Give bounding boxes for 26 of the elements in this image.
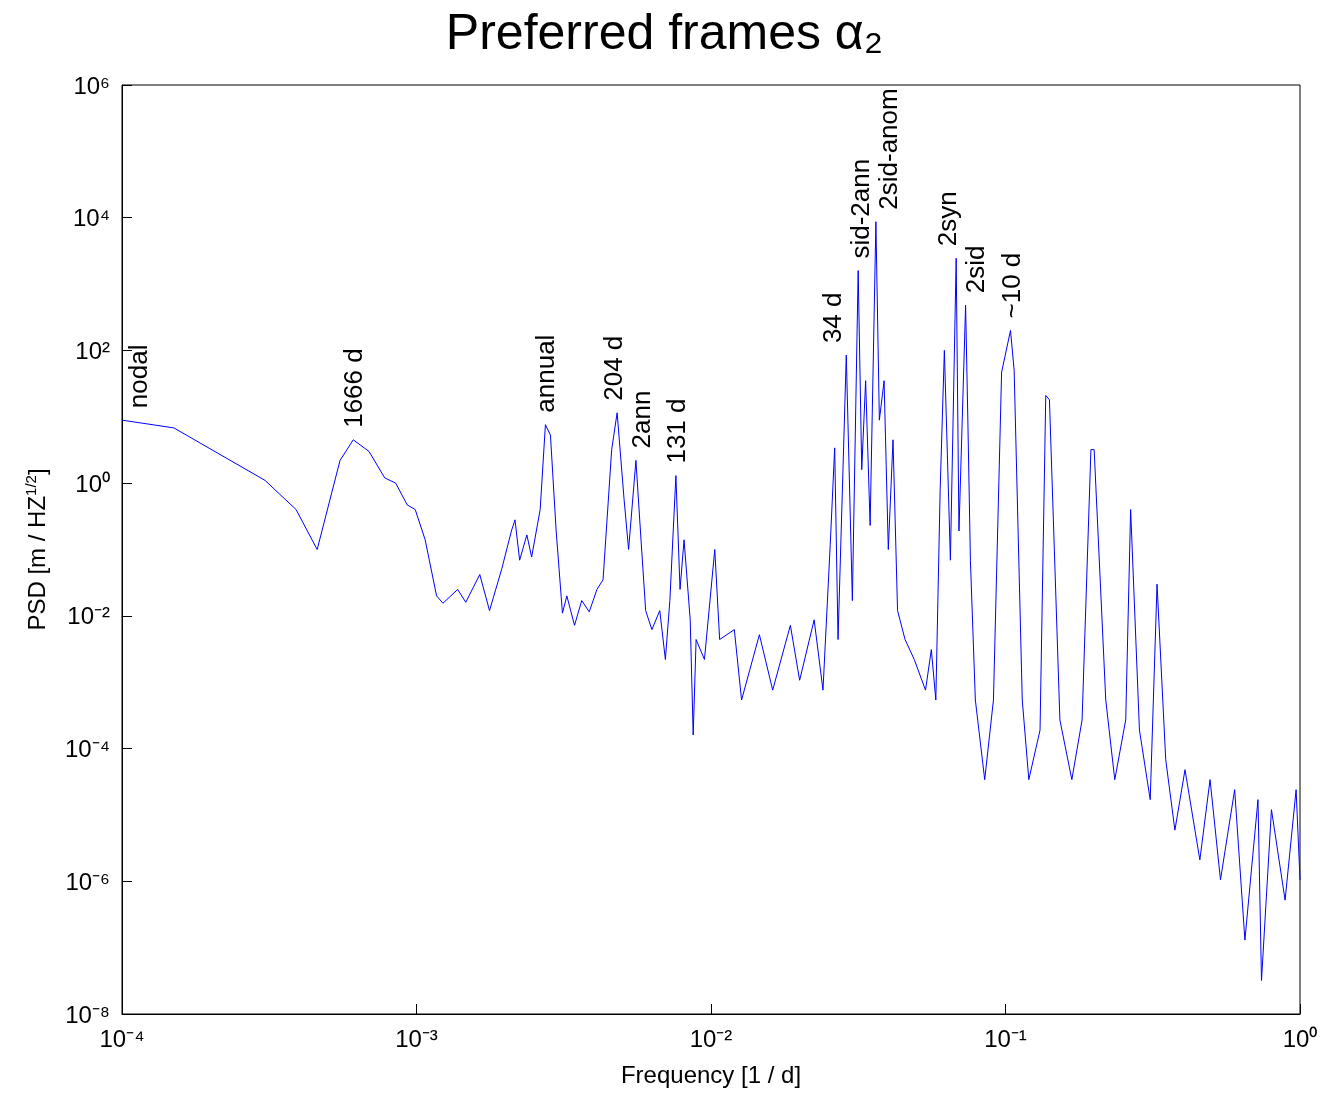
annotation: nodal [123, 344, 153, 409]
annotation: 2sid-anom [873, 88, 904, 210]
y-tick-label: 10⁻⁴ [64, 735, 110, 763]
annotation: 204 d [597, 335, 628, 401]
chart-title: Preferred frames α₂ [445, 4, 884, 60]
annotation: 2sid [959, 245, 990, 294]
y-tick-label: 10² [75, 336, 111, 364]
y-tick-label: 10⁴ [72, 204, 110, 232]
annotation: 2syn [931, 191, 962, 247]
x-tick-label: 10⁻¹ [984, 1024, 1027, 1052]
y-tick-label: 10⁻² [67, 602, 111, 630]
annotation: sid-2ann [845, 158, 876, 259]
x-tick-label: 10⁻³ [395, 1024, 438, 1052]
annotation: 2ann [625, 390, 656, 449]
annotation: 1666 d [338, 348, 369, 428]
y-axis-title: PSD [m / HZ1/2] [22, 468, 50, 631]
x-tick-label: 10⁻² [689, 1024, 733, 1052]
y-tick-label: 10⁶ [73, 71, 110, 99]
annotation: ~10 d [995, 252, 1026, 319]
x-axis-title: Frequency [1 / d] [620, 1060, 802, 1088]
x-tick-label: 10⁰ [1282, 1024, 1318, 1052]
y-tick-label: 10⁻⁶ [65, 867, 110, 895]
annotation: annual [530, 334, 561, 413]
annotation: 34 d [817, 292, 848, 344]
annotation: 131 d [660, 398, 691, 464]
y-tick-label: 10⁰ [75, 469, 110, 497]
